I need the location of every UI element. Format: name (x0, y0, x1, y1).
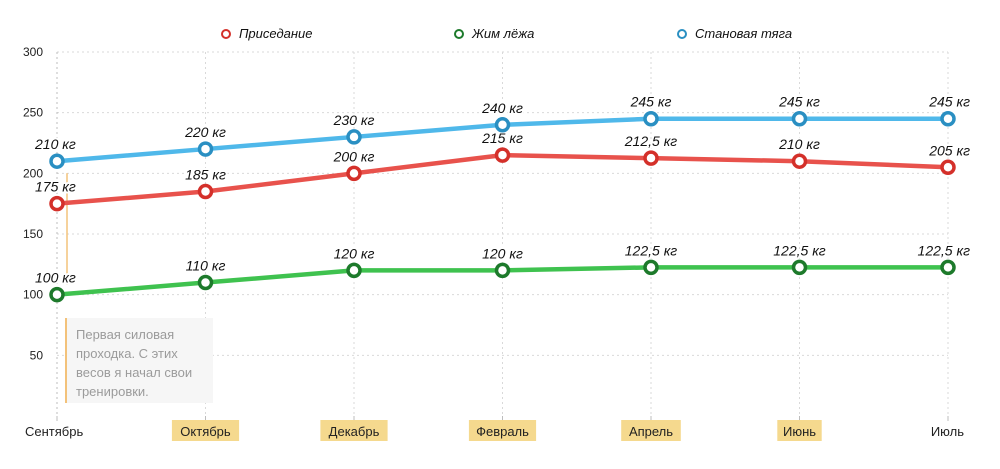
legend-marker (221, 29, 231, 39)
y-tick-label: 150 (23, 227, 43, 241)
x-tick-label: Октябрь (180, 424, 231, 439)
x-tick-label: Июль (931, 424, 964, 439)
data-point (791, 259, 808, 276)
data-label: 120 кг (334, 245, 375, 261)
y-tick-label: 300 (23, 45, 43, 59)
data-point (643, 150, 659, 166)
data-label: 245 кг (778, 94, 820, 110)
x-tick-highlight (621, 420, 681, 441)
data-label: 175 кг (35, 179, 76, 195)
y-tick-label: 100 (23, 288, 43, 302)
data-point (49, 286, 65, 303)
data-point (346, 165, 362, 182)
y-tick-label: 200 (23, 166, 43, 180)
data-label: 212,5 кг (624, 133, 678, 149)
data-point (494, 117, 511, 133)
x-tick-label: Декабрь (329, 424, 380, 439)
data-label: 240 кг (481, 100, 523, 116)
data-label: 245 кг (928, 94, 970, 110)
x-tick-label: Февраль (476, 424, 529, 439)
x-tick-highlight (171, 420, 240, 441)
annotation-box: Первая силовая проходка. С этих весов я … (65, 318, 213, 403)
data-point (940, 110, 956, 127)
data-point (49, 195, 65, 212)
x-tick-highlight (468, 420, 537, 441)
data-label: 205 кг (928, 142, 970, 158)
data-label: 245 кг (630, 94, 672, 110)
legend-marker (454, 29, 464, 39)
legend-label: Становая тяга (695, 26, 792, 41)
legend-marker (677, 29, 687, 39)
data-point (643, 110, 659, 127)
data-label: 122,5 кг (918, 242, 971, 258)
annotation-line: тренировки. (76, 384, 149, 399)
data-label: 210 кг (778, 136, 820, 152)
x-tick-label: Сентябрь (25, 424, 83, 439)
data-point (791, 110, 808, 127)
data-point (49, 153, 65, 169)
x-tick-label: Июнь (783, 424, 816, 439)
data-label: 122,5 кг (773, 242, 826, 258)
data-point (940, 259, 956, 276)
data-point (791, 153, 808, 169)
data-label: 215 кг (481, 130, 523, 146)
data-point (940, 159, 956, 176)
data-label: 122,5 кг (625, 242, 678, 258)
x-tick-label: Апрель (629, 424, 673, 439)
data-label: 185 кг (185, 167, 226, 183)
data-label: 110 кг (186, 258, 226, 274)
data-label: 210 кг (34, 136, 76, 152)
data-point (346, 262, 362, 279)
data-point (643, 259, 659, 276)
data-point (197, 274, 214, 291)
annotation-line: проходка. С этих (76, 346, 178, 361)
data-label: 100 кг (35, 270, 76, 286)
annotation-line: весов я начал свои (76, 365, 193, 380)
data-label: 230 кг (333, 112, 375, 128)
x-tick-highlight (777, 420, 822, 441)
x-tick-highlight (320, 420, 388, 441)
y-tick-label: 50 (30, 348, 44, 362)
data-label: 200 кг (333, 148, 375, 164)
data-point (494, 262, 511, 279)
data-point (197, 183, 214, 200)
data-point (197, 141, 214, 157)
data-label: 120 кг (482, 245, 523, 261)
legend-label: Жим лёжа (471, 26, 534, 41)
data-label: 220 кг (184, 124, 226, 140)
data-point (346, 129, 362, 145)
legend-label: Приседание (239, 26, 313, 41)
data-point (494, 147, 511, 163)
annotation-line: Первая силовая (76, 327, 175, 342)
y-tick-label: 250 (23, 106, 43, 120)
